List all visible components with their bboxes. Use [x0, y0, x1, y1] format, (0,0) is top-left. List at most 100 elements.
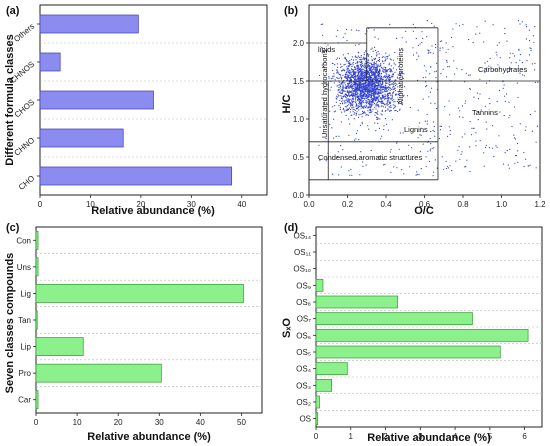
bar-d-8	[315, 278, 324, 292]
scatter-point	[484, 62, 486, 64]
scatter-point	[357, 71, 359, 74]
scatter-point	[392, 67, 395, 69]
scatter-point	[400, 156, 402, 158]
scatter-point	[355, 55, 357, 57]
scatter-point	[510, 68, 512, 70]
scatter-point	[369, 109, 371, 111]
scatter-point	[447, 135, 449, 137]
scatter-point	[343, 100, 346, 102]
xtick-label-a-3: 30	[187, 200, 196, 209]
scatter-point	[346, 105, 348, 107]
scatter-point	[346, 70, 348, 72]
scatter-point	[376, 88, 378, 90]
scatter-point	[354, 139, 356, 141]
scatter-point	[373, 95, 375, 97]
scatter-point	[387, 129, 389, 131]
scatter-point	[392, 92, 394, 94]
scatter-point	[361, 61, 363, 64]
scatter-point	[396, 93, 398, 95]
scatter-point	[377, 104, 379, 106]
scatter-point	[365, 97, 367, 99]
scatter-point	[379, 118, 381, 120]
scatter-point	[374, 74, 376, 76]
scatter-point	[396, 83, 398, 85]
scatter-point	[370, 85, 372, 87]
ytick-label-c-3: Tan	[18, 316, 31, 325]
scatter-point	[377, 65, 379, 67]
scatter-point	[528, 54, 531, 56]
scatter-point	[397, 86, 399, 88]
scatter-point	[381, 114, 383, 116]
scatter-point	[351, 90, 353, 92]
scatter-point	[399, 109, 401, 111]
scatter-point	[322, 23, 324, 25]
scatter-point	[393, 101, 395, 103]
scatter-point	[358, 89, 361, 91]
scatter-point	[359, 124, 361, 126]
xtick-label-c-2: 20	[114, 418, 123, 427]
scatter-point	[387, 96, 390, 98]
xtick-label-a-0: 0	[38, 200, 43, 209]
scatter-point	[377, 91, 379, 93]
scatter-point	[387, 99, 389, 101]
scatter-point	[354, 87, 356, 89]
scatter-point	[430, 87, 433, 89]
scatter-point	[361, 123, 363, 125]
scatter-point	[379, 82, 382, 84]
scatter-point	[357, 76, 359, 79]
scatter-point	[359, 102, 361, 104]
scatter-point	[347, 69, 349, 71]
scatter-point	[360, 107, 362, 109]
scatter-point	[379, 101, 381, 103]
scatter-point	[350, 103, 352, 105]
scatter-point	[394, 110, 396, 112]
scatter-point	[349, 98, 351, 100]
scatter-point	[349, 123, 351, 125]
scatter-point	[378, 95, 381, 97]
scatter-point	[351, 92, 353, 94]
scatter-point	[429, 73, 431, 75]
scatter-point	[329, 89, 331, 91]
scatter-point	[379, 90, 381, 92]
scatter-point	[368, 95, 370, 98]
bar-d-5	[315, 328, 529, 342]
scatter-point	[342, 85, 344, 87]
scatter-point	[351, 86, 353, 89]
scatter-point	[391, 75, 393, 77]
scatter-point	[393, 62, 395, 64]
scatter-point	[371, 99, 374, 101]
scatter-point	[344, 94, 346, 96]
bar-c-6	[35, 230, 39, 250]
scatter-point	[432, 129, 434, 131]
scatter-point	[322, 63, 324, 65]
xtick-label-d-3: 3	[418, 432, 423, 441]
scatter-point	[352, 93, 354, 95]
scatter-point	[369, 77, 371, 79]
scatter-point	[386, 75, 388, 78]
scatter-point	[353, 66, 355, 68]
scatter-point	[370, 89, 372, 91]
scatter-point	[387, 82, 389, 84]
ytick-label-b-4: 2.0	[293, 39, 305, 48]
scatter-point	[480, 109, 482, 111]
scatter-point	[345, 109, 347, 112]
scatter-point	[363, 111, 365, 113]
scatter-point	[359, 174, 361, 176]
scatter-point	[479, 32, 481, 34]
scatter-point	[393, 99, 395, 101]
scatter-point	[355, 86, 357, 88]
scatter-point	[373, 64, 375, 66]
scatter-point	[368, 86, 370, 88]
scatter-point	[356, 67, 358, 70]
scatter-point	[378, 58, 381, 61]
scatter-point	[383, 125, 385, 127]
scatter-point	[442, 47, 444, 49]
scatter-point	[400, 92, 402, 94]
scatter-point	[353, 71, 355, 73]
scatter-point	[391, 119, 393, 121]
scatter-point	[386, 102, 388, 104]
scatter-point	[389, 81, 391, 83]
scatter-point	[374, 99, 376, 101]
scatter-point	[386, 76, 388, 79]
scatter-point	[401, 169, 403, 171]
